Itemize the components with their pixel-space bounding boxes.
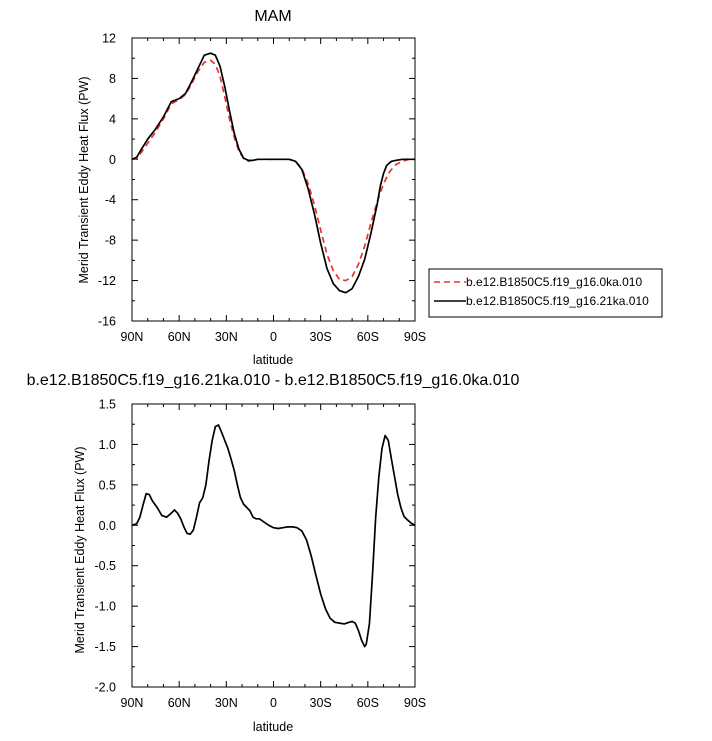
top-tick-labels: 90N 60N 30N 0 30S 60S 90S -16 -12 -8 -4 0 4 8 12 bbox=[98, 32, 426, 345]
x-tick-label: 60N bbox=[168, 696, 191, 710]
top-plot-frame bbox=[131, 37, 416, 322]
top-x-axis-label: latitude bbox=[253, 353, 293, 367]
x-tick-label: 30N bbox=[215, 330, 238, 344]
bottom-panel: b.e12.B1850C5.f19_g16.21ka.010 - b.e12.B… bbox=[27, 372, 520, 734]
bottom-tick-labels: 90N 60N 30N 0 30S 60S 90S -2.0 -1.5 -1.0 -0.5 0.0 0.… bbox=[94, 398, 426, 711]
y-tick-label: -8 bbox=[105, 234, 116, 248]
x-tick-label: 90N bbox=[121, 696, 144, 710]
series-line-bot-0 bbox=[131, 424, 416, 648]
y-tick-label: 12 bbox=[102, 32, 116, 46]
bottom-y-axis-label: Merid Transient Eddy Heat Flux (PW) bbox=[73, 446, 87, 653]
x-tick-label: 30S bbox=[310, 330, 332, 344]
x-tick-label: 60N bbox=[168, 330, 191, 344]
y-tick-label: 1.5 bbox=[99, 398, 116, 412]
bottom-chart-title: b.e12.B1850C5.f19_g16.21ka.010 - b.e12.B… bbox=[27, 372, 520, 389]
x-tick-label: 0 bbox=[270, 330, 277, 344]
x-tick-label: 90S bbox=[404, 696, 426, 710]
bottom-ticks bbox=[131, 403, 416, 688]
legend-label-21ka: b.e12.B1850C5.f19_g16.21ka.010 bbox=[466, 294, 649, 308]
legend: b.e12.B1850C5.f19_g16.0ka.010 b.e12.B185… bbox=[428, 268, 663, 318]
x-tick-label: 30N bbox=[215, 696, 238, 710]
y-tick-label: 1.0 bbox=[99, 438, 116, 452]
y-tick-label: 4 bbox=[109, 112, 116, 126]
series-line-top-0 bbox=[131, 59, 415, 282]
bottom-plot-frame bbox=[131, 403, 416, 688]
x-tick-label: 60S bbox=[357, 330, 379, 344]
y-tick-label: -1.0 bbox=[94, 600, 116, 614]
y-tick-label: 8 bbox=[109, 72, 116, 86]
bottom-series bbox=[131, 424, 416, 648]
x-tick-label: 90S bbox=[404, 330, 426, 344]
y-tick-label: -16 bbox=[98, 315, 116, 329]
legend-box bbox=[428, 268, 663, 318]
y-tick-label: -4 bbox=[105, 193, 116, 207]
y-tick-label: -0.5 bbox=[94, 559, 116, 573]
x-tick-label: 30S bbox=[310, 696, 332, 710]
series-line-top-1 bbox=[131, 52, 415, 294]
top-series bbox=[131, 52, 415, 294]
bottom-x-axis-label: latitude bbox=[253, 720, 293, 734]
top-panel: MAM 90N 60N 30N 0 30S 60S 90S -16 -12 -8 -4 0 4 8 12 l… bbox=[77, 8, 663, 367]
x-tick-label: 60S bbox=[357, 696, 379, 710]
top-ticks bbox=[131, 37, 416, 322]
legend-label-0ka: b.e12.B1850C5.f19_g16.0ka.010 bbox=[466, 275, 642, 289]
x-tick-label: 0 bbox=[270, 696, 277, 710]
y-tick-label: 0.0 bbox=[99, 519, 116, 533]
y-tick-label: 0.5 bbox=[99, 478, 116, 492]
y-tick-label: -12 bbox=[98, 274, 116, 288]
y-tick-label: -1.5 bbox=[94, 640, 116, 654]
y-tick-label: -2.0 bbox=[94, 681, 116, 695]
top-chart-title: MAM bbox=[254, 8, 291, 25]
x-tick-label: 90N bbox=[121, 330, 144, 344]
y-tick-label: 0 bbox=[109, 153, 116, 167]
top-y-axis-label: Merid Transient Eddy Heat Flux (PW) bbox=[77, 76, 91, 283]
